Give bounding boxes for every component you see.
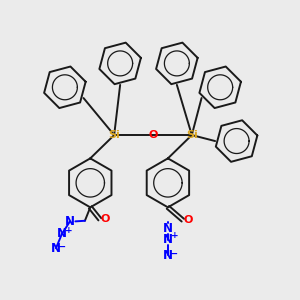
Text: −: − [170, 249, 178, 259]
Text: +: + [171, 232, 178, 241]
Text: −: − [58, 242, 67, 252]
Text: O: O [148, 130, 158, 140]
Text: N: N [163, 222, 173, 235]
Text: N: N [51, 242, 61, 255]
Text: N: N [163, 233, 173, 246]
Text: N: N [65, 215, 75, 228]
Text: Si: Si [186, 130, 198, 140]
Text: O: O [184, 215, 193, 225]
Text: Si: Si [108, 130, 120, 140]
Text: N: N [57, 227, 67, 240]
Text: N: N [163, 249, 173, 262]
Text: +: + [65, 226, 72, 235]
Text: O: O [100, 214, 110, 224]
